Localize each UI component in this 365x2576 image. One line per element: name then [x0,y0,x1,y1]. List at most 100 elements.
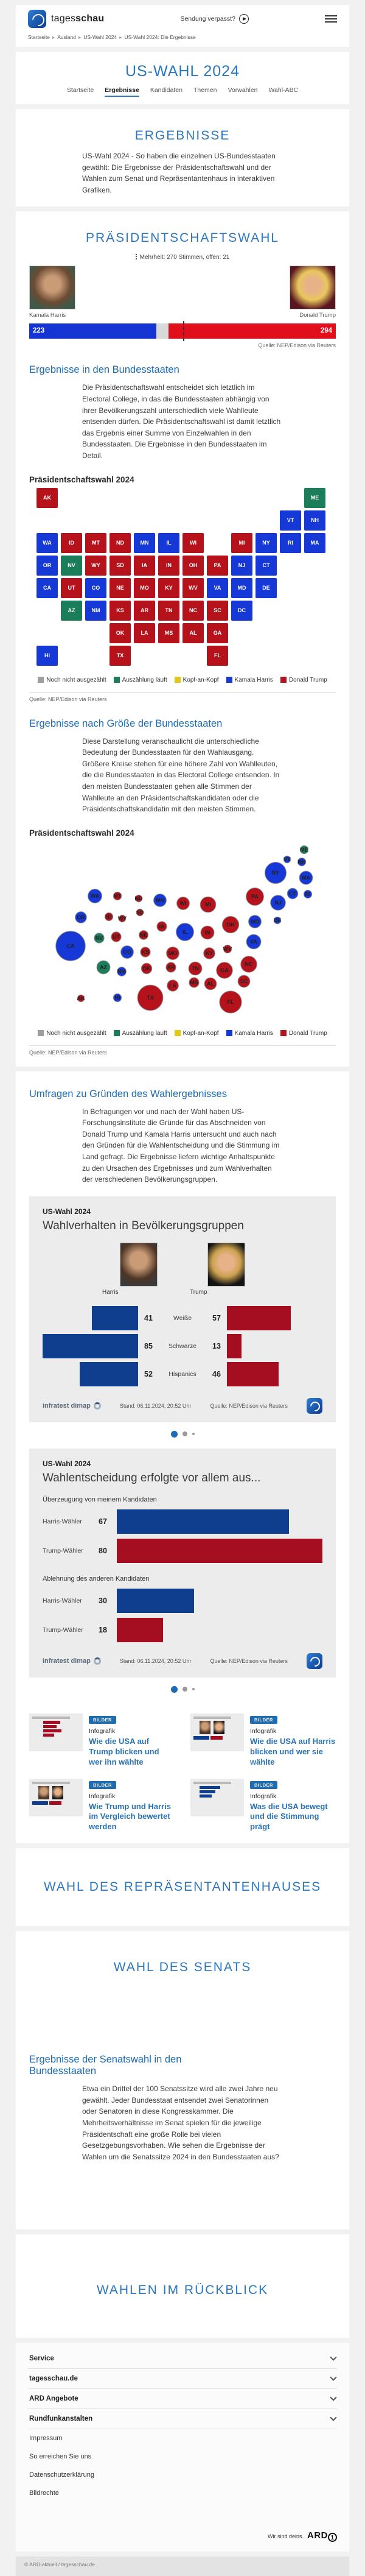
state-FL[interactable]: FL [207,645,228,666]
state-IL[interactable]: IL [158,532,179,553]
bubble-HI[interactable] [113,993,122,1002]
state-NY[interactable]: NY [255,532,277,553]
bubble-TN[interactable] [188,961,203,976]
bubble-KY[interactable] [203,947,215,959]
state-OK[interactable]: OK [109,623,131,643]
dot[interactable] [192,1688,195,1691]
bubble-DE[interactable] [273,916,282,924]
state-RI[interactable]: RI [280,532,301,553]
bubble-LA[interactable] [167,979,179,992]
bubble-NE[interactable] [139,930,148,940]
state-SD[interactable]: SD [109,555,131,576]
teaser-card[interactable]: BILDER Infografik Wie die USA auf Harris b… [190,1713,336,1768]
bubble-NV[interactable] [94,933,105,944]
bubble-TX[interactable] [137,984,164,1011]
bubble-NJ[interactable] [270,894,286,911]
teaser-title[interactable]: Wie die USA auf Harris blicken und wer s… [250,1736,336,1766]
state-MO[interactable]: MO [134,577,155,598]
footer-accordion-service[interactable]: Service [28,2349,337,2370]
tab-wahl-abc[interactable]: Wahl-ABC [268,86,299,94]
tab-kandidaten[interactable]: Kandidaten [150,86,182,94]
state-DC[interactable]: DC [231,600,252,621]
state-NC[interactable]: NC [182,600,204,621]
footer-link-soerreichensieuns[interactable]: So erreichen Sie uns [29,2453,92,2461]
bubble-ME[interactable] [299,845,309,854]
tab-themen[interactable]: Themen [193,86,217,94]
tab-startseite[interactable]: Startseite [66,86,94,94]
bubble-CO[interactable] [120,945,134,959]
footer-link-impressum[interactable]: Impressum [29,2435,63,2443]
carousel-dots-2[interactable] [29,1685,336,1693]
state-WI[interactable]: WI [182,532,204,553]
bubble-MO[interactable] [166,946,179,960]
state-CT[interactable]: CT [255,555,277,576]
bubble-MT[interactable] [113,891,122,900]
bubble-MA[interactable] [299,870,313,885]
bubble-NM[interactable] [117,966,127,976]
bubble-PA[interactable] [246,887,264,906]
bubble-AL[interactable] [204,977,217,990]
bubble-SD[interactable] [136,908,144,916]
bubble-OH[interactable] [221,916,240,933]
state-MA[interactable]: MA [304,532,325,553]
bubble-RI[interactable] [303,889,313,898]
state-WA[interactable]: WA [36,532,58,553]
electoral-vote-bar[interactable]: 223 294 [29,321,336,342]
bubble-OK[interactable] [141,962,153,974]
state-DE[interactable]: DE [255,577,277,598]
dot[interactable] [182,1687,187,1692]
bubble-VT[interactable] [283,855,291,863]
bubble-AR[interactable] [165,962,176,973]
footer-link-bildrechte[interactable]: Bildrechte [29,2490,59,2497]
breadcrumb-item[interactable]: US-Wahl 2024: Die Ergebnisse [124,34,196,40]
state-WV[interactable]: WV [182,577,204,598]
state-CO[interactable]: CO [85,577,106,598]
teaser-title[interactable]: Was die USA bewegt und die Stimmung präg… [250,1801,328,1832]
bubble-NY[interactable] [265,861,287,884]
bubble-MN[interactable] [153,893,167,907]
bubble-IN[interactable] [200,925,215,940]
teaser-title[interactable]: Wie Trump und Harris im Vergleich bewert… [89,1801,171,1832]
bubble-WV[interactable] [223,944,232,953]
state-KS[interactable]: KS [109,600,131,621]
bubble-KS[interactable] [140,947,151,958]
tagesschau-logo[interactable]: tagesschau [28,10,104,28]
state-NH[interactable]: NH [304,510,325,531]
state-MS[interactable]: MS [158,623,179,643]
dot[interactable] [182,1431,187,1437]
state-LA[interactable]: LA [134,623,155,643]
state-MI[interactable]: MI [231,532,252,553]
bubble-IL[interactable] [176,922,194,941]
dot-active[interactable] [170,1430,178,1438]
teaser-card[interactable]: BILDER Infografik Wie die USA auf Trump bl… [29,1713,175,1768]
bubble-OR[interactable] [75,911,87,923]
state-NE[interactable]: NE [109,577,131,598]
footer-link-datenschutzerklrung[interactable]: Datenschutzerklärung [29,2471,95,2479]
state-WY[interactable]: WY [85,555,106,576]
teaser-card[interactable]: BILDER Infografik Was die USA bewegt und d… [190,1778,336,1833]
state-MN[interactable]: MN [134,532,155,553]
bubble-MI[interactable] [200,896,217,912]
bubble-CA[interactable] [55,930,86,961]
state-ND[interactable]: ND [109,532,131,553]
state-MT[interactable]: MT [85,532,106,553]
bubble-CT[interactable] [287,887,299,899]
state-ME[interactable]: ME [304,487,325,508]
state-AL[interactable]: AL [182,623,204,643]
state-HI[interactable]: HI [36,645,58,666]
state-AZ[interactable]: AZ [61,600,82,621]
state-OH[interactable]: OH [182,555,204,576]
bubble-VA[interactable] [246,934,262,950]
state-ID[interactable]: ID [61,532,82,553]
bubble-IA[interactable] [156,921,167,932]
state-SC[interactable]: SC [207,600,228,621]
us-states-map[interactable]: AK ME VT NH WA ID MT ND MN IL WI MI NY RI MA OR NV WY SD IA… [36,487,328,671]
bubble-AK[interactable] [77,994,85,1002]
tab-vorwahlen[interactable]: Vorwahlen [228,86,258,94]
bubble-NC[interactable] [240,955,257,973]
bubble-MD[interactable] [248,914,262,928]
dot[interactable] [192,1433,195,1436]
state-PA[interactable]: PA [207,555,228,576]
bubble-ND[interactable] [134,894,143,902]
tab-ergebnisse[interactable]: Ergebnisse [105,86,139,97]
